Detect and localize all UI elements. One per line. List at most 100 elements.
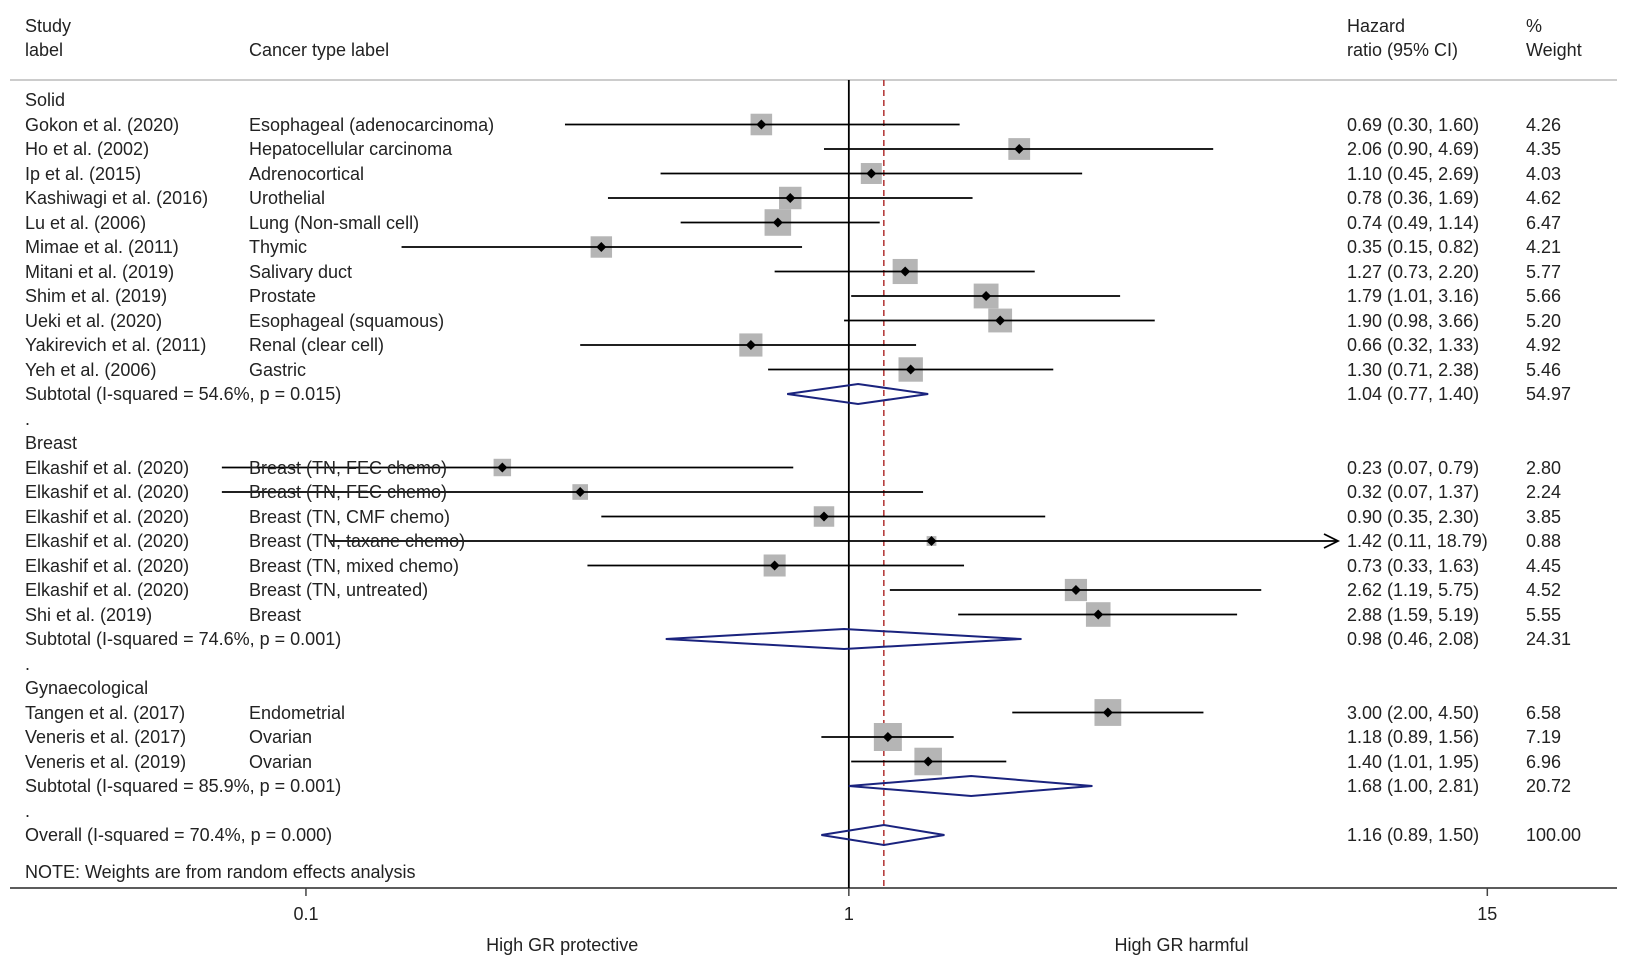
weight-text: 5.20 (1526, 310, 1562, 331)
study-label: Veneris et al. (2019) (25, 751, 187, 772)
study-header: Study label (25, 14, 71, 62)
overall-hazard-ratio-text: 1.16 (0.89, 1.50) (1347, 825, 1480, 845)
overall-weight-text: 100.00 (1526, 825, 1582, 845)
weight-text: 4.21 (1526, 237, 1562, 257)
hazard-ratio-text: 0.66 (0.32, 1.33) (1347, 335, 1480, 355)
point-estimate (923, 756, 934, 767)
weight-text: 4.45 (1526, 555, 1562, 576)
x-tick-label: 1 (843, 904, 854, 924)
study-label: Elkashif et al. (2020) (25, 457, 190, 478)
point-estimate (882, 732, 893, 742)
hazard-ratio-text: 0.90 (0.35, 2.30) (1347, 506, 1480, 527)
cancer-type-label: Gastric (249, 359, 307, 380)
group-label-1: Breast (25, 433, 78, 453)
weight-text: 4.92 (1526, 335, 1562, 355)
point-estimate (1093, 609, 1104, 620)
hazard-ratio-text: 0.78 (0.36, 1.69) (1347, 188, 1480, 208)
weight-header: % Weight (1526, 14, 1582, 62)
cancer-type-label: Esophageal (squamous) (249, 310, 445, 331)
group-label-0: Solid (25, 90, 66, 110)
point-estimate (575, 487, 586, 497)
cancer-type-label: Breast (TN, taxane chemo) (249, 531, 466, 551)
hazard-ratio-text: 1.30 (0.71, 2.38) (1347, 359, 1480, 380)
cancer-type-label: Endometrial (249, 702, 346, 723)
cancer-type-label: Breast (TN, FEC chemo) (249, 457, 448, 478)
study-label: Yeh et al. (2006) (25, 359, 157, 380)
point-estimate (1014, 144, 1025, 154)
cancer-type-label: Breast (TN, CMF chemo) (249, 506, 451, 527)
subtotal-hazard-ratio-text: 1.68 (1.00, 2.81) (1347, 776, 1480, 796)
hr-header: Hazard ratio (95% CI) (1347, 14, 1458, 62)
cancer-type-label: Breast (249, 604, 302, 625)
study-label: Ueki et al. (2020) (25, 310, 163, 331)
subtotal-diamond (787, 382, 929, 406)
hazard-ratio-text: 0.73 (0.33, 1.63) (1347, 555, 1480, 576)
cancer-type-label: Ovarian (249, 727, 313, 747)
point-estimate (1102, 707, 1113, 718)
hazard-ratio-text: 0.32 (0.07, 1.37) (1347, 482, 1480, 502)
study-label: Gokon et al. (2020) (25, 114, 180, 135)
subtotal-weight-text: 54.97 (1526, 384, 1572, 404)
subtotal-label: Subtotal (I-squared = 54.6%, p = 0.015) (25, 384, 342, 404)
weight-text: 5.46 (1526, 359, 1562, 380)
point-estimate (995, 315, 1006, 326)
hazard-ratio-text: 1.40 (1.01, 1.95) (1347, 751, 1480, 772)
cancer-type-label: Prostate (249, 286, 317, 306)
point-estimate (785, 193, 796, 203)
study-label: Elkashif et al. (2020) (25, 580, 190, 600)
weight-text: 4.62 (1526, 188, 1562, 208)
study-header-line1: Study (25, 16, 72, 36)
study-label: Elkashif et al. (2020) (25, 506, 190, 527)
weight-text: 5.66 (1526, 286, 1562, 306)
cancer-header: Cancer type label (249, 40, 390, 60)
cancer-type-label: Urothelial (249, 188, 326, 208)
group-separator-dot: . (25, 653, 31, 674)
point-estimate (905, 364, 916, 375)
weight-text: 6.96 (1526, 751, 1562, 772)
point-estimate (745, 340, 756, 350)
point-estimate (981, 291, 992, 301)
weight-text: 4.35 (1526, 139, 1562, 159)
hazard-ratio-text: 2.88 (1.59, 5.19) (1347, 604, 1480, 625)
weight-text: 2.24 (1526, 482, 1562, 502)
point-estimate (818, 511, 829, 522)
weight-header-line2: Weight (1526, 40, 1582, 60)
overall-diamond (821, 823, 945, 847)
group-separator-dot: . (25, 408, 31, 429)
cancer-type-label: Lung (Non-small cell) (249, 212, 420, 233)
study-label: Kashiwagi et al. (2016) (25, 188, 209, 208)
hazard-ratio-text: 0.69 (0.30, 1.60) (1347, 114, 1480, 135)
weight-text: 4.52 (1526, 580, 1562, 600)
subtotal-weight-text: 24.31 (1526, 629, 1572, 649)
study-label: Elkashif et al. (2020) (25, 531, 190, 551)
point-estimate (769, 560, 780, 571)
x-tick-label: 15 (1477, 904, 1498, 924)
weight-text: 6.47 (1526, 212, 1562, 233)
study-label: Veneris et al. (2017) (25, 727, 187, 747)
overall-label: Overall (I-squared = 70.4%, p = 0.000) (25, 825, 333, 845)
study-label: Shim et al. (2019) (25, 286, 168, 306)
hazard-ratio-text: 0.23 (0.07, 0.79) (1347, 457, 1480, 478)
hazard-ratio-text: 1.42 (0.11, 18.79) (1347, 531, 1488, 551)
cancer-type-label: Breast (TN, mixed chemo) (249, 555, 460, 576)
subtotal-diamond (665, 627, 1022, 651)
study-label: Tangen et al. (2017) (25, 702, 186, 723)
weight-text: 4.26 (1526, 114, 1562, 135)
study-label: Elkashif et al. (2020) (25, 482, 190, 502)
point-estimate (772, 217, 783, 228)
cancer-type-label: Ovarian (249, 751, 313, 772)
hazard-ratio-text: 0.35 (0.15, 0.82) (1347, 237, 1480, 257)
point-estimate (926, 536, 937, 546)
subtotal-label: Subtotal (I-squared = 74.6%, p = 0.001) (25, 629, 342, 649)
hazard-ratio-text: 3.00 (2.00, 4.50) (1347, 702, 1480, 723)
weight-text: 3.85 (1526, 506, 1562, 527)
study-label: Ip et al. (2015) (25, 163, 142, 184)
cancer-type-label: Salivary duct (249, 261, 353, 282)
cancer-type-label: Thymic (249, 237, 307, 257)
study-label: Ho et al. (2002) (25, 139, 150, 159)
group-separator-dot: . (25, 800, 31, 821)
study-header-line2: label (25, 40, 64, 60)
subtotal-hazard-ratio-text: 1.04 (0.77, 1.40) (1347, 384, 1480, 404)
subtotal-diamond (848, 774, 1093, 798)
note-text: NOTE: Weights are from random effects an… (25, 862, 416, 882)
